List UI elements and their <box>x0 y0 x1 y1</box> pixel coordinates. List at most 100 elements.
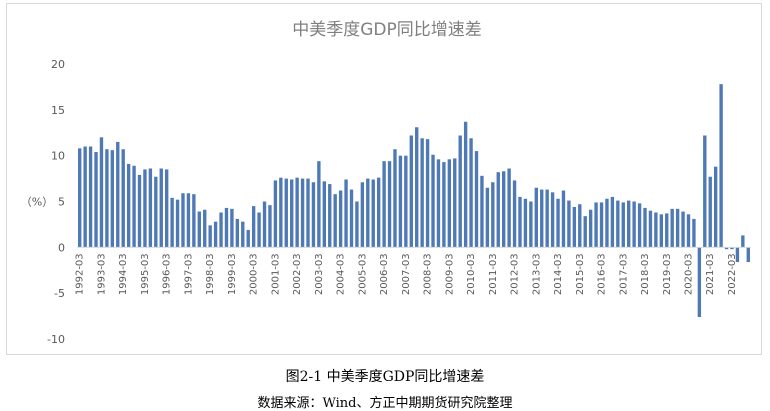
x-tick-label: 1997-03 <box>183 253 194 295</box>
bar <box>502 171 506 248</box>
bar <box>159 168 163 248</box>
bar <box>496 172 500 248</box>
bar <box>121 149 125 248</box>
bar <box>512 180 517 248</box>
bar <box>654 212 658 248</box>
bar <box>246 229 250 248</box>
bar <box>643 207 647 248</box>
bar <box>398 155 403 248</box>
bar <box>175 199 180 248</box>
chart-frame: 中美季度GDP同比增速差 -10 -5 0 5 10 15 20 （%） 1992-03 19… <box>6 3 762 355</box>
x-tick-label: 2002-03 <box>292 253 303 295</box>
bar <box>300 178 305 248</box>
bar <box>458 135 462 248</box>
x-tick-label: 2018-03 <box>640 253 651 295</box>
bar <box>605 198 609 248</box>
bar <box>208 225 212 248</box>
bar <box>148 168 153 248</box>
bar <box>376 177 381 248</box>
bar <box>556 198 560 248</box>
bar <box>230 208 234 248</box>
bar <box>708 176 712 248</box>
bar <box>165 169 169 248</box>
bar <box>295 177 299 248</box>
x-tick-label: 2013-03 <box>531 253 542 295</box>
x-tick-label: 1994-03 <box>118 253 129 295</box>
bar <box>610 196 615 248</box>
bar <box>371 179 375 248</box>
bar <box>627 200 631 248</box>
bar <box>143 169 147 248</box>
bar <box>436 159 441 248</box>
bar <box>621 202 625 248</box>
bar <box>447 159 452 248</box>
bar <box>349 189 354 248</box>
bar <box>203 209 207 248</box>
x-tick-label: 1992-03 <box>75 253 86 295</box>
bar <box>360 182 365 248</box>
x-axis-ticks: 1992-03 1993-03 1994-03 1995-03 1996-03 1997-… <box>75 253 738 295</box>
bar <box>415 127 419 248</box>
bar <box>545 189 549 248</box>
bar <box>594 202 598 248</box>
x-tick-label: 1999-03 <box>227 253 238 295</box>
x-tick-label: 1996-03 <box>162 253 173 295</box>
bar <box>491 182 495 248</box>
bar <box>344 179 348 248</box>
bar <box>534 187 538 248</box>
bar <box>637 203 642 248</box>
bar <box>741 235 745 248</box>
x-tick-label: 2017-03 <box>618 253 629 295</box>
bar <box>110 150 115 248</box>
bar <box>442 162 446 248</box>
bar <box>126 163 131 248</box>
bar <box>105 149 109 248</box>
x-tick-label: 2014-03 <box>553 253 564 295</box>
bar <box>317 161 321 248</box>
bar <box>78 148 82 248</box>
x-tick-label: 2005-03 <box>357 253 368 295</box>
bar <box>251 206 256 248</box>
bar <box>431 154 435 248</box>
chart-title: 中美季度GDP同比增速差 <box>292 20 482 40</box>
bar <box>692 218 696 248</box>
y-tick-label: 15 <box>51 104 65 117</box>
bar <box>322 181 326 248</box>
bar <box>328 184 332 248</box>
x-tick-label: 2000-03 <box>249 253 260 295</box>
bar <box>88 146 93 248</box>
x-tick-label: 2006-03 <box>379 253 390 295</box>
bar <box>507 168 511 248</box>
y-axis-label: （%） <box>21 196 53 209</box>
bar <box>670 208 674 248</box>
bar <box>719 84 723 248</box>
bar <box>224 207 229 248</box>
bar <box>181 193 185 248</box>
bar <box>197 211 201 248</box>
bar <box>333 194 337 248</box>
bar <box>703 135 707 248</box>
bar <box>686 214 691 248</box>
y-tick-label: 5 <box>58 196 65 209</box>
y-tick-label: 20 <box>51 58 65 71</box>
x-tick-label: 2001-03 <box>270 253 281 295</box>
x-tick-label: 2008-03 <box>423 253 434 295</box>
bar <box>648 210 653 248</box>
bar <box>382 161 386 248</box>
bar <box>137 174 142 248</box>
bar <box>338 190 343 248</box>
bar <box>572 207 577 248</box>
x-tick-label: 2020-03 <box>683 253 694 295</box>
bar <box>154 176 158 248</box>
bar <box>474 151 479 248</box>
bar-series <box>78 84 750 317</box>
bar <box>99 137 104 248</box>
bar <box>235 218 240 248</box>
bar <box>675 208 680 248</box>
x-tick-label: 2003-03 <box>314 253 325 295</box>
bar <box>132 165 136 248</box>
bar <box>83 146 87 248</box>
bar <box>366 178 370 248</box>
bar <box>393 149 397 248</box>
bar <box>268 205 272 248</box>
